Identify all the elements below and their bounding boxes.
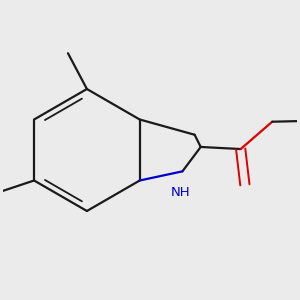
Text: NH: NH <box>170 186 190 199</box>
